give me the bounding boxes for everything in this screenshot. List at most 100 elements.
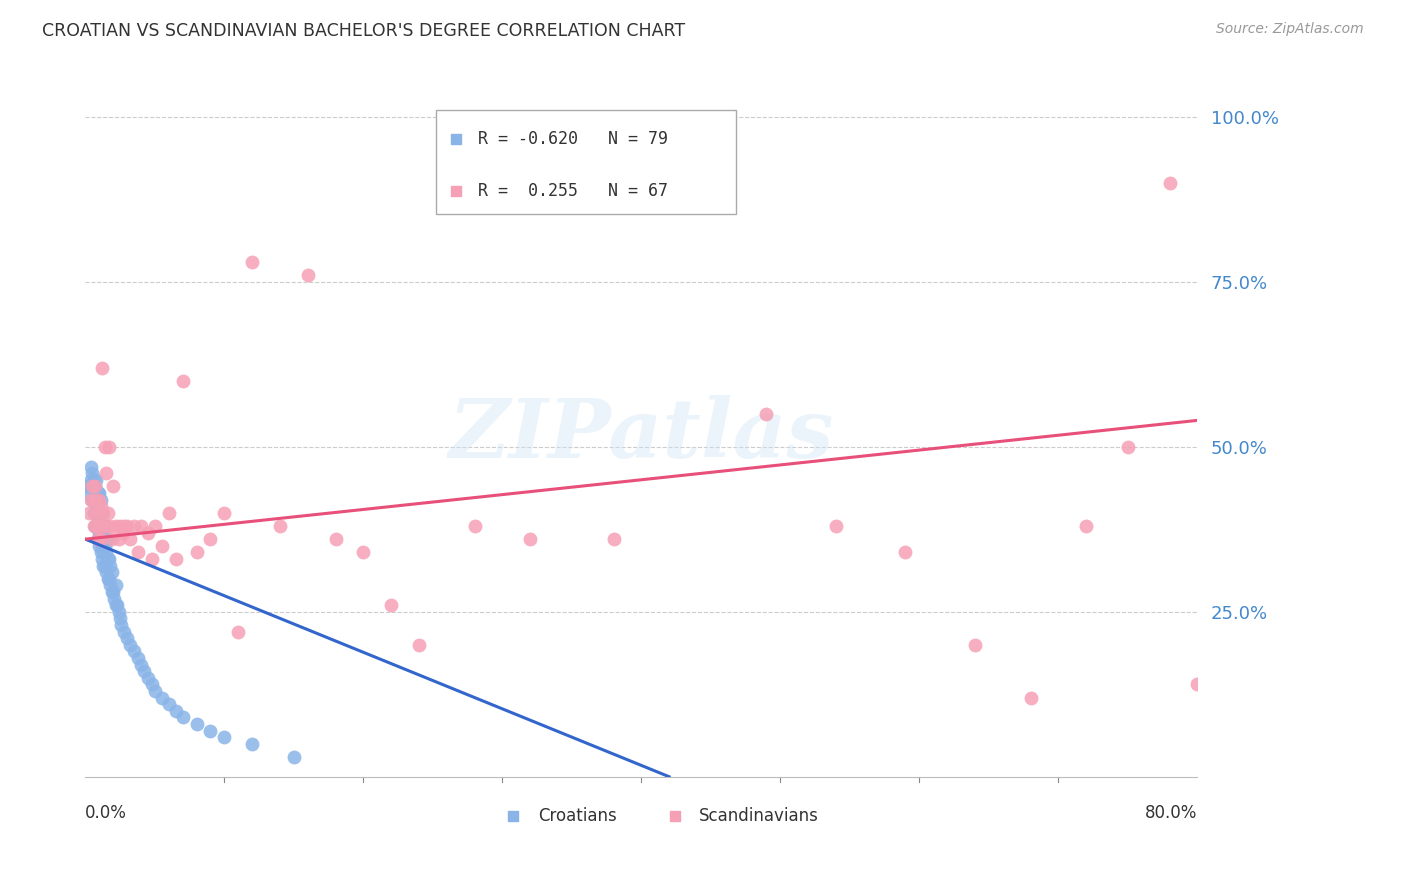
Point — [97, 572, 120, 586]
Point — [143, 519, 166, 533]
Text: Source: ZipAtlas.com: Source: ZipAtlas.com — [1216, 22, 1364, 37]
Point — [157, 506, 180, 520]
Point — [96, 506, 118, 520]
Point — [80, 492, 103, 507]
Point — [89, 492, 111, 507]
Point — [118, 532, 141, 546]
Point — [98, 519, 121, 533]
Point — [82, 466, 104, 480]
Point — [94, 440, 117, 454]
Point — [602, 532, 624, 546]
Point — [811, 805, 834, 820]
Point — [894, 545, 917, 559]
Point — [98, 578, 121, 592]
Point — [110, 618, 132, 632]
Point — [96, 532, 118, 546]
Point — [186, 545, 208, 559]
Text: R = -0.620   N = 79: R = -0.620 N = 79 — [478, 130, 668, 148]
Point — [118, 638, 141, 652]
Point — [150, 539, 173, 553]
Point — [91, 360, 114, 375]
Point — [214, 506, 236, 520]
Point — [129, 657, 152, 672]
Point — [115, 631, 138, 645]
Point — [165, 704, 187, 718]
Point — [87, 519, 110, 533]
Point — [84, 506, 107, 520]
Point — [89, 539, 111, 553]
Point — [94, 532, 117, 546]
Point — [352, 545, 374, 559]
Point — [1187, 677, 1209, 691]
Point — [141, 552, 163, 566]
Point — [157, 697, 180, 711]
Text: R =  0.255   N = 67: R = 0.255 N = 67 — [478, 182, 668, 200]
Point — [463, 519, 485, 533]
Point — [297, 268, 319, 283]
Text: Croatians: Croatians — [538, 807, 617, 825]
Point — [104, 578, 127, 592]
Point — [86, 519, 108, 533]
Point — [89, 525, 111, 540]
Point — [115, 519, 138, 533]
Point — [226, 624, 249, 639]
Point — [83, 492, 105, 507]
Point — [86, 473, 108, 487]
Point — [82, 479, 104, 493]
Point — [98, 558, 121, 573]
Point — [80, 459, 103, 474]
Point — [97, 440, 120, 454]
Point — [87, 486, 110, 500]
Point — [283, 750, 305, 764]
Point — [93, 558, 115, 573]
Point — [107, 532, 129, 546]
Point — [132, 664, 155, 678]
Point — [87, 532, 110, 546]
Text: 0.0%: 0.0% — [86, 804, 127, 822]
Point — [96, 552, 118, 566]
Point — [1019, 690, 1042, 705]
Point — [380, 598, 402, 612]
Point — [186, 717, 208, 731]
Point — [82, 492, 104, 507]
Point — [91, 519, 114, 533]
Point — [90, 519, 112, 533]
Point — [94, 519, 117, 533]
Point — [94, 519, 117, 533]
Point — [112, 519, 135, 533]
Point — [91, 539, 114, 553]
Point — [94, 539, 117, 553]
Point — [90, 532, 112, 546]
Text: Scandinavians: Scandinavians — [699, 807, 820, 825]
Point — [96, 572, 118, 586]
Y-axis label: Bachelor's Degree: Bachelor's Degree — [0, 344, 8, 497]
Point — [77, 479, 100, 493]
Point — [93, 506, 115, 520]
Text: 80.0%: 80.0% — [1144, 804, 1198, 822]
Point — [93, 545, 115, 559]
Point — [537, 227, 560, 242]
Point — [609, 805, 631, 820]
Point — [82, 479, 104, 493]
Point — [825, 519, 848, 533]
Point — [200, 723, 222, 738]
Point — [91, 506, 114, 520]
Point — [84, 519, 107, 533]
Point — [94, 558, 117, 573]
Point — [91, 525, 114, 540]
Point — [101, 585, 124, 599]
Point — [86, 492, 108, 507]
Point — [84, 506, 107, 520]
Point — [112, 624, 135, 639]
Point — [94, 466, 117, 480]
Text: ZIPatlas: ZIPatlas — [449, 394, 834, 475]
Point — [87, 532, 110, 546]
Point — [240, 255, 263, 269]
Text: CROATIAN VS SCANDINAVIAN BACHELOR'S DEGREE CORRELATION CHART: CROATIAN VS SCANDINAVIAN BACHELOR'S DEGR… — [42, 22, 685, 40]
Point — [1074, 519, 1097, 533]
Point — [214, 730, 236, 744]
Point — [90, 532, 112, 546]
Point — [97, 552, 120, 566]
Point — [104, 598, 127, 612]
Point — [122, 644, 145, 658]
